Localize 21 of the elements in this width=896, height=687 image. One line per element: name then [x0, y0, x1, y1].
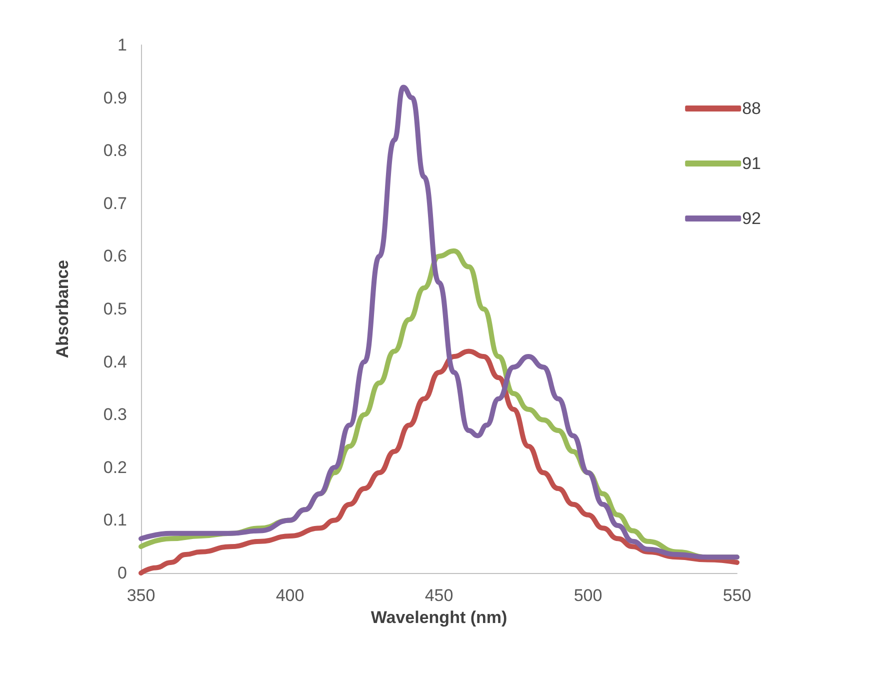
x-tick-label: 350	[126, 586, 156, 605]
y-tick-label: 0.3	[103, 405, 127, 424]
y-tick-label: 0.7	[103, 194, 127, 213]
y-tick-label: 0.9	[103, 88, 127, 108]
legend-label: 88	[742, 99, 762, 118]
x-tick-label: 500	[574, 586, 602, 605]
y-axis-title: Absorbance	[53, 260, 72, 358]
legend-label: 92	[742, 209, 762, 228]
y-tick-label: 0.1	[103, 510, 127, 530]
y-tick-label: 0.8	[103, 141, 127, 160]
y-tick-label: 0.4	[103, 352, 127, 372]
y-tick-label: 1	[118, 36, 127, 54]
x-tick-label: 550	[722, 586, 752, 605]
y-tick-label: 0	[118, 564, 127, 582]
x-tick-label: 400	[276, 586, 304, 605]
y-tick-label: 0.5	[103, 300, 127, 318]
y-tick-label: 0.6	[103, 246, 127, 266]
x-tick-label: 450	[424, 586, 454, 605]
x-axis-title: Wavelenght (nm)	[370, 608, 508, 627]
legend-label: 91	[742, 154, 762, 173]
y-tick-label: 0.2	[103, 458, 127, 477]
